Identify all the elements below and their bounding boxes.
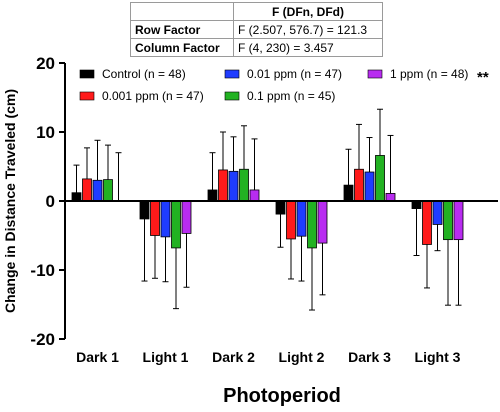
legend-label: Control (n = 48) bbox=[102, 67, 186, 81]
bar-1-4 bbox=[181, 200, 192, 234]
y-tick-label: -20 bbox=[30, 330, 55, 349]
axes: -20 -10 0 10 20 Dark 1 Light 1 Dark 2 Light 2 Dar… bbox=[30, 54, 498, 365]
bar-2-3 bbox=[239, 168, 249, 202]
bar-5-0 bbox=[411, 200, 422, 209]
x-tick-label: Light 2 bbox=[279, 349, 325, 365]
y-axis-title: Change in Distance Traveled (cm) bbox=[2, 89, 18, 313]
x-tick-label: Light 3 bbox=[415, 349, 461, 365]
legend-label: 0.1 ppm (n = 45) bbox=[247, 89, 335, 103]
legend-swatch bbox=[224, 69, 240, 79]
legend-label: 0.01 ppm (n = 47) bbox=[247, 67, 342, 81]
bar-1-2 bbox=[160, 200, 171, 238]
bar-0-2 bbox=[92, 179, 103, 202]
stats-table-header-row: F (DFn, DFd) bbox=[130, 2, 383, 21]
bar-2-2 bbox=[228, 170, 239, 202]
stats-table: F (DFn, DFd) Row Factor F (2.507, 576.7)… bbox=[130, 2, 383, 57]
bar-4-4 bbox=[385, 193, 396, 202]
bar-4-1 bbox=[354, 168, 364, 202]
bar-5-2 bbox=[432, 200, 443, 225]
bar-1-1 bbox=[150, 200, 160, 236]
error-bar-group bbox=[73, 108, 462, 311]
bar-2-4 bbox=[249, 189, 260, 202]
x-tick-label: Dark 3 bbox=[348, 349, 391, 365]
y-tick-label: 0 bbox=[46, 192, 55, 211]
y-tick-label: 20 bbox=[36, 54, 55, 73]
legend-label: 1 ppm (n = 48) bbox=[390, 67, 468, 81]
stats-table-row: Row Factor F (2.507, 576.7) = 121.3 bbox=[130, 20, 383, 39]
bar-2-1 bbox=[218, 169, 228, 202]
y-tick-label: -10 bbox=[30, 261, 55, 280]
bar-2-0 bbox=[207, 189, 218, 202]
bar-1-0 bbox=[139, 200, 150, 220]
bar-3-4 bbox=[317, 200, 328, 244]
x-tick-label: Light 1 bbox=[143, 349, 189, 365]
bar-4-3 bbox=[375, 155, 385, 202]
legend: Control (n = 48) 0.001 ppm (n = 47) 0.01 p… bbox=[79, 67, 489, 103]
stats-row-value: F (4, 230) = 3.457 bbox=[233, 38, 383, 57]
significance-marker: ** bbox=[477, 69, 489, 86]
bar-4-2 bbox=[364, 171, 375, 202]
bar-1-3 bbox=[171, 200, 181, 249]
bar-0-3 bbox=[103, 179, 113, 202]
bar-0-1 bbox=[82, 178, 92, 202]
bar-3-3 bbox=[307, 200, 317, 249]
x-axis-title: Photoperiod bbox=[223, 385, 341, 407]
bar-3-1 bbox=[286, 200, 296, 240]
bar-4-0 bbox=[343, 184, 354, 202]
x-tick-label: Dark 1 bbox=[76, 349, 119, 365]
stats-table-row: Column Factor F (4, 230) = 3.457 bbox=[130, 38, 383, 57]
bar-0-0 bbox=[71, 192, 82, 202]
bar-3-2 bbox=[296, 200, 307, 237]
y-tick-label: 10 bbox=[36, 123, 55, 142]
legend-swatch bbox=[367, 69, 383, 79]
bar-group bbox=[71, 155, 464, 249]
legend-label: 0.001 ppm (n = 47) bbox=[102, 89, 204, 103]
bar-3-0 bbox=[275, 200, 286, 215]
bar-5-1 bbox=[422, 200, 432, 245]
bar-5-3 bbox=[443, 200, 453, 241]
legend-swatch bbox=[79, 91, 95, 101]
legend-swatch bbox=[79, 69, 95, 79]
x-tick-label: Dark 2 bbox=[212, 349, 255, 365]
legend-swatch bbox=[224, 91, 240, 101]
bar-5-4 bbox=[453, 200, 464, 241]
